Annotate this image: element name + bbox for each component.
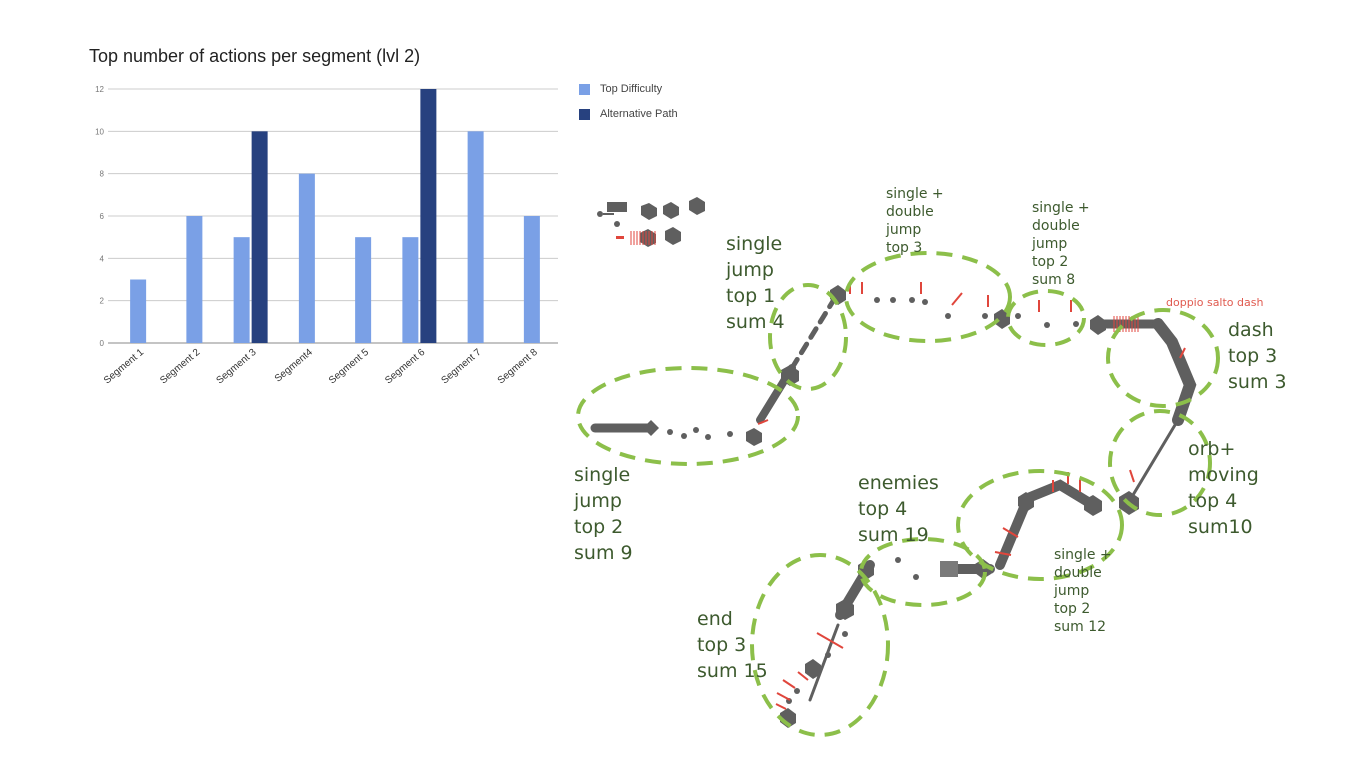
doppio-salto-dash-label: doppio salto dash [1166, 296, 1264, 309]
note-seg1-line: single [574, 464, 631, 486]
legend-swatch-top-difficulty [579, 83, 590, 95]
note-seg7-line: top 2 [1054, 601, 1091, 617]
bar [130, 279, 147, 343]
path-nodes [643, 285, 1139, 728]
note-seg4-line: top 2 [1032, 254, 1069, 270]
note-seg8-line: top 4 [858, 498, 908, 520]
note-seg7: single + double jump top 2 sum 12 [1054, 546, 1112, 636]
bar [467, 131, 484, 343]
note-seg3-line: top 3 [886, 240, 923, 256]
note-seg6: orb+ moving top 4 sum10 [1188, 436, 1259, 540]
note-seg3-line: single + [886, 186, 944, 202]
note-seg8: enemies top 4 sum 19 [858, 470, 939, 548]
chart-title: Top number of actions per segment (lvl 2… [89, 46, 421, 66]
legend-label-alternative-path: Alternative Path [600, 108, 678, 120]
bar [298, 173, 315, 343]
bar [420, 89, 437, 343]
note-seg2-line: single [726, 233, 783, 255]
bar [233, 237, 250, 343]
note-seg7-line: jump [1054, 583, 1090, 599]
note-seg8-line: sum 19 [858, 524, 929, 546]
bar [186, 216, 203, 343]
note-seg2-line: top 1 [726, 285, 776, 307]
note-seg7-line: single + [1054, 547, 1112, 563]
legend-label-top-difficulty: Top Difficulty [600, 83, 663, 95]
note-seg3-line: double [886, 204, 934, 220]
y-tick-label: 4 [100, 254, 105, 263]
note-seg5-line: top 3 [1228, 345, 1278, 367]
note-seg1: single jump top 2 sum 9 [574, 462, 633, 566]
note-seg5-line: dash [1228, 319, 1274, 341]
note-seg2-line: jump [726, 259, 774, 281]
note-seg7-line: double [1054, 565, 1102, 581]
y-tick-label: 0 [100, 339, 105, 348]
note-seg7-line: sum 12 [1054, 619, 1107, 635]
chart-legend: Top Difficulty Alternative Path [579, 82, 678, 132]
bar [251, 131, 268, 343]
legend-item-alternative-path: Alternative Path [579, 107, 678, 121]
note-seg1-line: top 2 [574, 516, 624, 538]
note-seg5-line: sum 3 [1228, 371, 1287, 393]
note-seg9-line: sum 15 [697, 660, 768, 682]
note-seg9: end top 3 sum 15 [697, 606, 768, 684]
y-tick-label: 6 [100, 212, 105, 221]
bar [355, 237, 372, 343]
note-seg4-line: single + [1032, 200, 1090, 216]
note-seg5: dash top 3 sum 3 [1228, 317, 1287, 395]
y-tick-label: 8 [100, 170, 105, 179]
note-seg2-line: sum 4 [726, 311, 785, 333]
note-seg9-line: top 3 [697, 634, 747, 656]
note-seg6-line: top 4 [1188, 490, 1238, 512]
y-tick-label: 2 [100, 297, 105, 306]
note-seg1-line: jump [574, 490, 622, 512]
note-seg1-line: sum 9 [574, 542, 633, 564]
note-seg6-line: moving [1188, 464, 1259, 486]
note-seg3-line: jump [886, 222, 922, 238]
note-seg4-line: sum 8 [1032, 272, 1076, 288]
bar [523, 216, 540, 343]
note-seg4-line: jump [1032, 236, 1068, 252]
y-tick-label: 10 [95, 127, 104, 136]
note-seg2: single jump top 1 sum 4 [726, 231, 785, 335]
note-seg6-line: orb+ [1188, 438, 1236, 460]
y-tick-label: 12 [95, 85, 104, 94]
legend-sketch [597, 197, 705, 247]
note-seg4-line: double [1032, 218, 1080, 234]
legend-swatch-alternative-path [579, 108, 590, 120]
note-seg6-line: sum10 [1188, 516, 1253, 538]
note-seg3: single + double jump top 3 [886, 185, 944, 257]
note-seg8-line: enemies [858, 472, 939, 494]
legend-item-top-difficulty: Top Difficulty [579, 82, 678, 96]
segment-outlines [576, 251, 1220, 737]
bar [402, 237, 419, 343]
note-seg4: single + double jump top 2 sum 8 [1032, 199, 1090, 289]
note-seg9-line: end [697, 608, 733, 630]
hazard-arrows [757, 282, 1186, 710]
